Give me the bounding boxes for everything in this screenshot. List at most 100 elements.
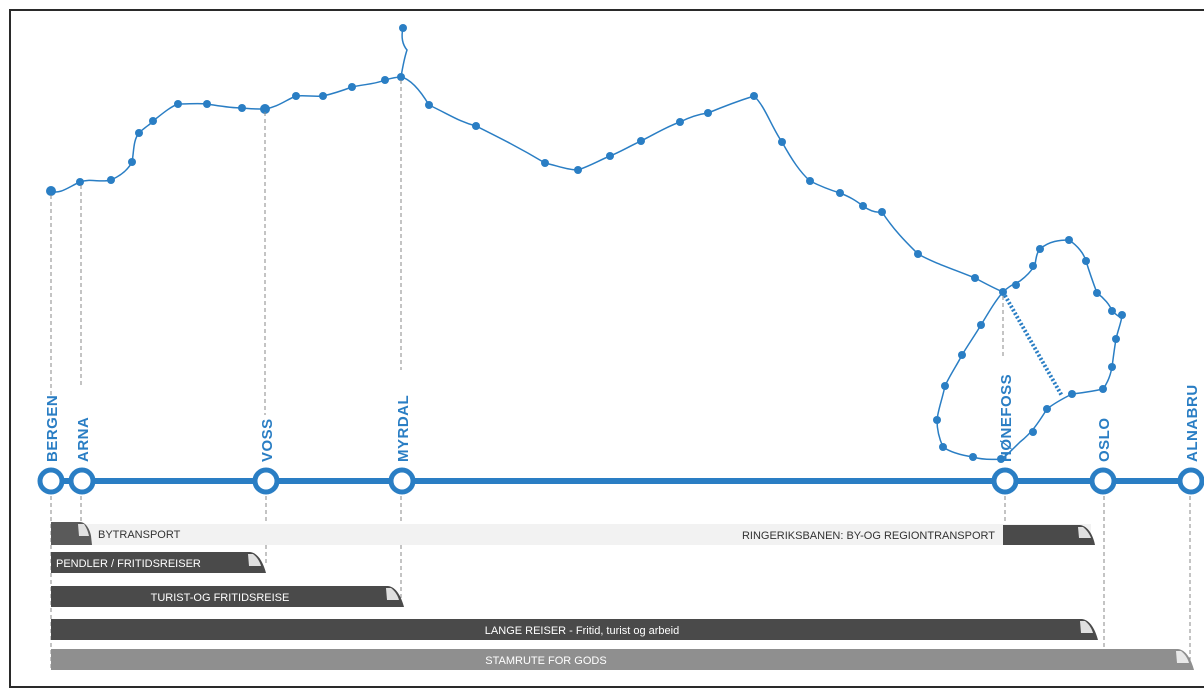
route-stop-dot — [1099, 385, 1107, 393]
train-head-icon — [223, 552, 266, 573]
service-bars: BYTRANSPORT RINGERIKSBANEN: BY-OG REGION… — [51, 522, 1194, 670]
route-stop-dot — [319, 92, 327, 100]
route-stop-dot — [1012, 281, 1020, 289]
route-stop-dot — [1082, 257, 1090, 265]
route-stop-dot — [1029, 428, 1037, 436]
route-stop-dot — [704, 109, 712, 117]
route-stop-dot — [806, 177, 814, 185]
geographic-route — [46, 24, 1126, 463]
route-stop-dot — [425, 101, 433, 109]
route-stop-dot — [977, 321, 985, 329]
turist-label: TURIST-OG FRITIDSREISE — [151, 592, 290, 604]
route-stop-dot — [292, 92, 300, 100]
route-stop-dot — [397, 73, 405, 81]
route-stop-dot — [1043, 405, 1051, 413]
route-stop-dot — [859, 202, 867, 210]
route-stop-dot — [1093, 289, 1101, 297]
route-line-main — [50, 76, 1004, 293]
station-label-alnabru: ALNABRU — [1184, 384, 1201, 462]
ringeriksbanen-bar — [1003, 525, 1055, 545]
station-marker-oslo[interactable] — [1089, 467, 1117, 495]
route-line-myrdal-branch — [400, 27, 408, 78]
station-label-voss: VOSS — [259, 418, 276, 462]
lange-bar — [51, 619, 1055, 640]
service-row-stamrute: STAMRUTE FOR GODS — [51, 649, 1194, 670]
route-stop-dot — [939, 443, 947, 451]
station-markers — [37, 467, 1204, 495]
route-stop-dot — [76, 178, 84, 186]
route-stop-dot — [107, 176, 115, 184]
ringeriksbanen-label: RINGERIKSBANEN: BY-OG REGIONTRANSPORT — [742, 530, 995, 542]
station-marker-myrdal[interactable] — [388, 467, 416, 495]
route-loop-east — [936, 239, 1123, 461]
stamrute-bar — [51, 649, 1151, 670]
train-head-icon — [1055, 619, 1098, 640]
route-stop-dot — [1118, 311, 1126, 319]
lange-label: LANGE REISER - Fritid, turist og arbeid — [485, 625, 679, 637]
route-stop-dot — [1112, 335, 1120, 343]
route-stop-dot — [637, 137, 645, 145]
route-stop-dot — [778, 138, 786, 146]
route-stop-dot — [472, 122, 480, 130]
service-row-pendler: PENDLER / FRITIDSREISER — [51, 552, 266, 573]
station-label-myrdal: MYRDAL — [395, 395, 412, 462]
route-stop-dot — [997, 455, 1005, 463]
station-label-oslo: OSLO — [1096, 417, 1113, 462]
route-stop-dot — [574, 166, 582, 174]
route-stop-dot — [128, 158, 136, 166]
route-stop-dot — [174, 100, 182, 108]
route-stop-dot — [971, 274, 979, 282]
route-stop-dot — [958, 351, 966, 359]
route-stop-dot — [1036, 245, 1044, 253]
route-stop-dot — [969, 453, 977, 461]
route-stop-dot — [941, 382, 949, 390]
train-head-icon — [361, 586, 404, 607]
station-labels: BERGEN ARNA VOSS MYRDAL HØNEFOSS OSLO AL… — [44, 374, 1201, 462]
route-stop-dot — [238, 104, 246, 112]
pendler-bar — [51, 552, 223, 573]
turist-bar — [51, 586, 361, 607]
route-stop-dot — [606, 152, 614, 160]
route-stop-dot — [1108, 363, 1116, 371]
route-stop-dot — [999, 288, 1007, 296]
station-marker-voss[interactable] — [252, 467, 280, 495]
pendler-label: PENDLER / FRITIDSREISER — [56, 558, 201, 570]
route-stop-dot — [149, 117, 157, 125]
route-stop-dot — [135, 129, 143, 137]
route-stop-dots — [46, 24, 1126, 463]
train-head-icon — [1151, 649, 1194, 670]
route-stop-dot — [914, 250, 922, 258]
station-marker-bergen[interactable] — [37, 467, 65, 495]
station-marker-arna[interactable] — [68, 467, 96, 495]
route-stop-dot — [1029, 262, 1037, 270]
route-stop-dot — [46, 186, 56, 196]
route-stop-dot — [1108, 307, 1116, 315]
route-stop-dot — [1068, 390, 1076, 398]
stamrute-label: STAMRUTE FOR GODS — [485, 655, 606, 667]
route-stop-dot — [381, 76, 389, 84]
service-row-lange: LANGE REISER - Fritid, turist og arbeid — [51, 619, 1098, 640]
route-stop-dot — [676, 118, 684, 126]
station-label-arna: ARNA — [75, 417, 92, 462]
route-stop-dot — [836, 189, 844, 197]
service-row-turist: TURIST-OG FRITIDSREISE — [51, 586, 404, 607]
station-label-honefoss: HØNEFOSS — [998, 374, 1015, 462]
route-stop-dot — [1065, 236, 1073, 244]
route-stop-dot — [933, 416, 941, 424]
service-row-bytransport: BYTRANSPORT RINGERIKSBANEN: BY-OG REGION… — [51, 522, 1095, 545]
station-label-bergen: BERGEN — [44, 395, 61, 462]
bytransport-bar — [51, 524, 1091, 545]
bytransport-label: BYTRANSPORT — [98, 529, 181, 541]
route-stop-dot — [348, 83, 356, 91]
route-stop-dot — [399, 24, 407, 32]
diagram-frame — [9, 9, 1204, 688]
station-marker-honefoss[interactable] — [991, 467, 1019, 495]
station-marker-alnabru[interactable] — [1177, 467, 1204, 495]
route-stop-dot — [260, 104, 270, 114]
leader-lines — [50, 80, 1191, 668]
route-stop-dot — [541, 159, 549, 167]
train-head-icon — [1053, 525, 1095, 545]
route-stop-dot — [878, 208, 886, 216]
